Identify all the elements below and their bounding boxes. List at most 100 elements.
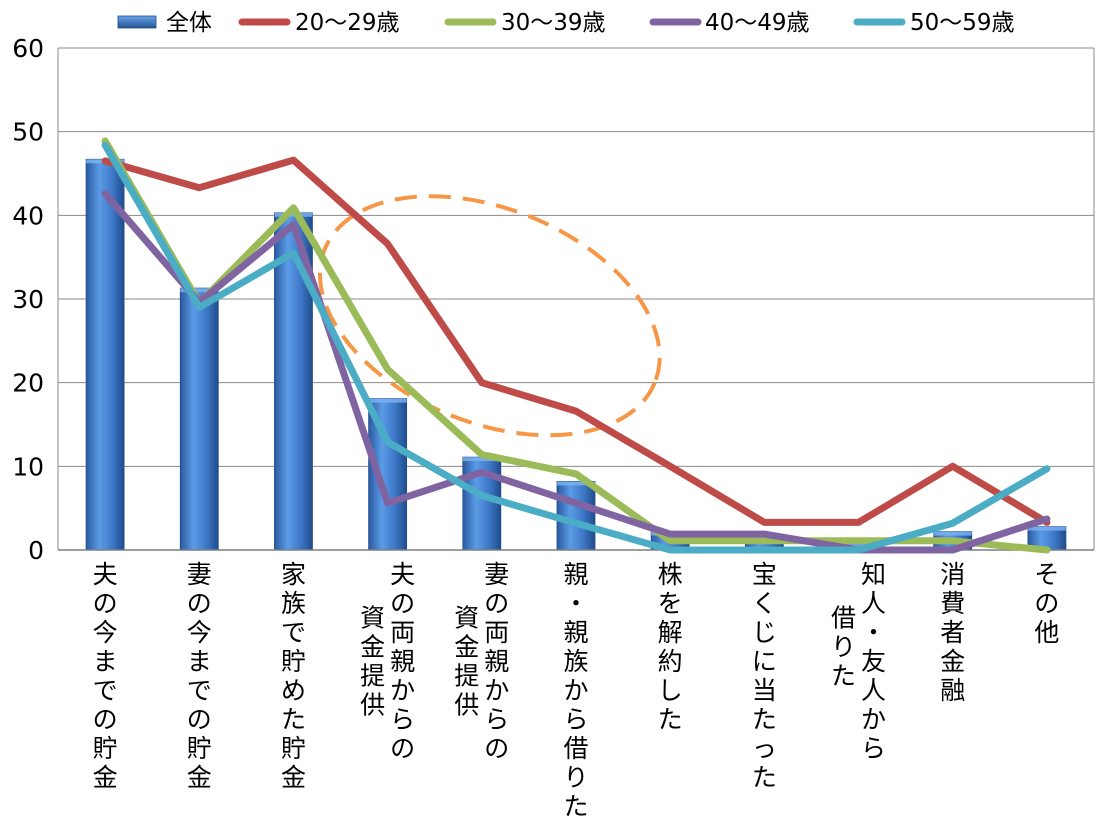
category-char: 夫 xyxy=(390,560,415,589)
category-char: 金 xyxy=(281,763,306,792)
category-char: 資 xyxy=(454,604,479,633)
category-char: 金 xyxy=(187,763,212,792)
category-char: か xyxy=(390,676,415,705)
category-char: ら xyxy=(390,705,415,734)
x-axis-labels: 夫の今までの貯金妻の今までの貯金家族で貯めた貯金夫の両親からの資金提供妻の両親か… xyxy=(93,560,1060,821)
y-tick-label: 10 xyxy=(12,452,44,481)
category-char: 提 xyxy=(360,662,385,691)
category-char: 貯 xyxy=(281,647,306,676)
category-char: ら xyxy=(861,734,886,763)
category-char: 宝 xyxy=(752,560,777,589)
category-char: に xyxy=(752,647,777,676)
category-char: ま xyxy=(93,647,118,676)
bars xyxy=(85,158,1067,551)
category-char: 借 xyxy=(563,734,588,763)
category-char: 解 xyxy=(658,618,683,647)
category-char: た xyxy=(831,662,856,691)
category-char: た xyxy=(752,705,777,734)
category-char: ら xyxy=(563,705,588,734)
category-char: 人 xyxy=(861,676,886,705)
y-tick-label: 60 xyxy=(12,34,44,63)
legend-label: 50～59歳 xyxy=(910,10,1015,36)
category-char: 他 xyxy=(1034,618,1059,647)
category-char: 友 xyxy=(861,647,886,676)
category-char: の xyxy=(484,589,509,618)
y-tick-label: 40 xyxy=(12,201,44,230)
category-char: で xyxy=(281,618,306,647)
category-char: か xyxy=(563,676,588,705)
category-char: 親 xyxy=(390,647,415,676)
annotation-ellipse xyxy=(317,194,662,438)
category-char: 両 xyxy=(390,618,415,647)
category-char: 金 xyxy=(940,647,965,676)
category-char: じ xyxy=(752,618,777,647)
category-char: り xyxy=(563,763,588,792)
category-char: 人 xyxy=(861,589,886,618)
category-char: か xyxy=(484,676,509,705)
category-char: の xyxy=(93,705,118,734)
legend-label: 20～29歳 xyxy=(295,10,400,36)
category-char: 両 xyxy=(484,618,509,647)
category-char: ま xyxy=(187,647,212,676)
bar-cap xyxy=(933,531,972,536)
category-char: 提 xyxy=(454,662,479,691)
bar xyxy=(85,158,125,551)
category-char: り xyxy=(831,633,856,662)
category-char: 知 xyxy=(861,560,886,589)
category-char: 親 xyxy=(563,618,588,647)
series-line xyxy=(101,190,1051,554)
category-char: 費 xyxy=(940,589,965,618)
category-char: 借 xyxy=(831,604,856,633)
legend-swatch xyxy=(117,15,157,29)
category-char: 妻 xyxy=(187,560,212,589)
y-tick-label: 0 xyxy=(28,536,44,565)
category-char: 貯 xyxy=(93,734,118,763)
y-tick-label: 50 xyxy=(12,118,44,147)
category-char: 供 xyxy=(360,691,385,720)
category-char: の xyxy=(187,705,212,734)
category-char: 親 xyxy=(484,647,509,676)
series-lines xyxy=(101,137,1051,554)
category-char: 族 xyxy=(563,647,588,676)
category-char: か xyxy=(861,705,886,734)
category-char: た xyxy=(563,792,588,821)
category-char: を xyxy=(658,589,683,618)
category-char: 資 xyxy=(360,604,385,633)
category-char: 金 xyxy=(93,763,118,792)
category-char: の xyxy=(390,589,415,618)
category-char: 約 xyxy=(658,647,683,676)
category-char: 株 xyxy=(658,560,683,589)
y-tick-label: 30 xyxy=(12,285,44,314)
category-char: 貯 xyxy=(281,734,306,763)
legend: 全体 20～29歳 30～39歳 40～49歳 50～59歳 xyxy=(117,10,1015,36)
bar-cap xyxy=(368,398,407,403)
category-char: め xyxy=(281,676,306,705)
category-char: で xyxy=(93,676,118,705)
annotation xyxy=(317,194,662,438)
category-char: 者 xyxy=(940,618,965,647)
series-line xyxy=(101,156,1051,526)
category-char: っ xyxy=(752,734,777,763)
category-char: の xyxy=(93,589,118,618)
category-char: た xyxy=(281,705,306,734)
bar-cap xyxy=(274,212,313,217)
y-tick-label: 20 xyxy=(12,369,44,398)
category-label: その他 xyxy=(1034,560,1059,647)
category-char: 族 xyxy=(281,589,306,618)
category-char: の xyxy=(390,734,415,763)
category-char: た xyxy=(752,763,777,792)
bar-cap xyxy=(1027,526,1066,531)
category-char: の xyxy=(187,589,212,618)
category-char: た xyxy=(658,705,683,734)
legend-label: 40～49歳 xyxy=(705,10,810,36)
series-line xyxy=(101,141,1051,554)
